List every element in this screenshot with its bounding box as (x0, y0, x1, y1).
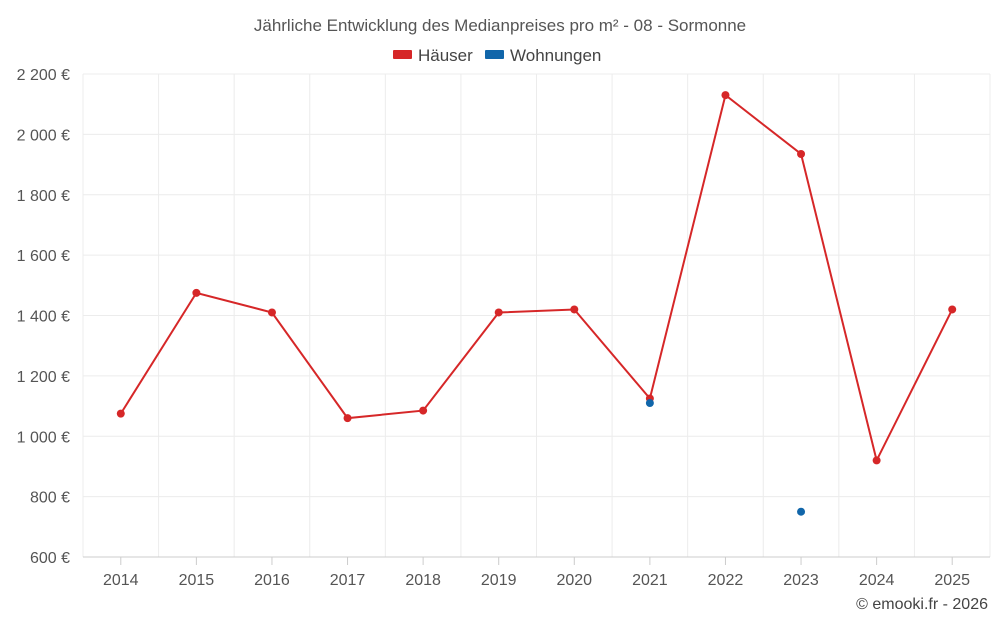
y-tick-label: 1 800 € (17, 188, 70, 205)
x-tick-label: 2025 (934, 572, 970, 589)
y-tick-label: 1 200 € (17, 369, 70, 386)
legend-item-wohnungen[interactable]: Wohnungen (485, 46, 601, 65)
x-tick-label: 2016 (254, 572, 290, 589)
data-point[interactable] (116, 409, 125, 418)
x-tick-label: 2021 (632, 572, 668, 589)
grid (82, 73, 991, 557)
y-tick-label: 1 400 € (17, 309, 70, 326)
data-point[interactable] (948, 305, 957, 314)
x-tick-label: 2023 (783, 572, 819, 589)
data-point[interactable] (721, 91, 730, 100)
chart-title: Jährliche Entwicklung des Medianpreises … (254, 16, 746, 35)
x-tick-label: 2020 (556, 572, 592, 589)
x-tick-label: 2024 (859, 572, 895, 589)
legend-label-wohnungen: Wohnungen (510, 46, 601, 65)
y-tick-label: 1 600 € (17, 248, 70, 265)
x-tick-label: 2022 (708, 572, 744, 589)
x-tick-label: 2018 (405, 572, 441, 589)
y-tick-label: 2 200 € (17, 67, 70, 84)
legend: Häuser Wohnungen (393, 46, 601, 65)
legend-swatch-haeuser (393, 50, 412, 59)
x-tick-label: 2019 (481, 572, 517, 589)
legend-swatch-wohnungen (485, 50, 504, 59)
data-point[interactable] (645, 399, 654, 408)
y-axis: 600 € 800 € 1 000 € 1 200 € 1 400 € 1 600 € 1 … (17, 67, 70, 567)
y-tick-label: 600 € (30, 550, 70, 567)
data-point[interactable] (494, 308, 503, 317)
x-tick-label: 2017 (330, 572, 366, 589)
x-tick-label: 2015 (179, 572, 215, 589)
data-point[interactable] (797, 149, 806, 158)
data-point[interactable] (343, 414, 352, 423)
series-line (119, 93, 954, 464)
y-tick-label: 2 000 € (17, 127, 70, 144)
credit-text: © emooki.fr - 2026 (856, 596, 988, 613)
series-wohnungen (645, 399, 806, 516)
legend-label-haeuser: Häuser (418, 46, 473, 65)
data-point[interactable] (797, 507, 806, 516)
series-haeuser (116, 91, 957, 465)
x-axis: 2014 2015 2016 2017 2018 2019 2020 2021 2022 2023… (83, 556, 990, 589)
data-point[interactable] (192, 288, 201, 297)
data-point[interactable] (872, 456, 881, 465)
series-layer (116, 91, 957, 516)
x-tick-label: 2014 (103, 572, 139, 589)
data-point[interactable] (570, 305, 579, 314)
y-tick-label: 800 € (30, 490, 70, 507)
data-point[interactable] (419, 406, 428, 415)
legend-item-haeuser[interactable]: Häuser (393, 46, 473, 65)
y-tick-label: 1 000 € (17, 429, 70, 446)
data-point[interactable] (267, 308, 276, 317)
